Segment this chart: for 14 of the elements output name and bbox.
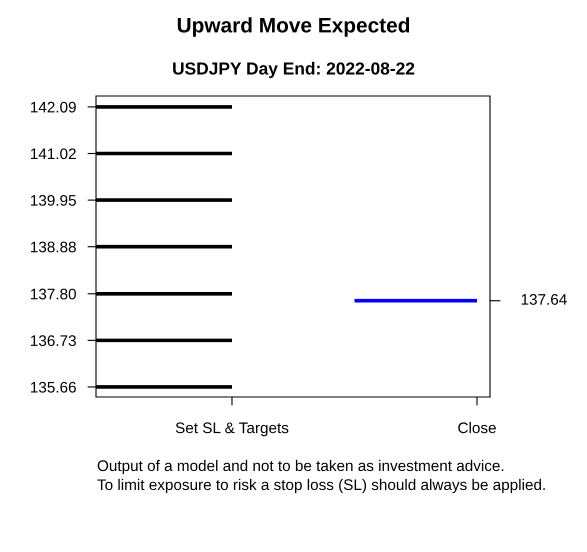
y-tick-label: 136.73 — [30, 335, 76, 346]
x-tick-label: Set SL & Targets — [176, 422, 288, 436]
ref-line-label: 137.64 — [522, 294, 567, 305]
text: To limit exposure to risk a stop loss (SL) should always be applied. — [97, 478, 545, 494]
y-tick-label: 142.09 — [30, 102, 76, 113]
x-tick-label: Close — [458, 422, 496, 434]
y-tick-label: 137.80 — [30, 288, 76, 300]
chart-title: Upward Move Expected — [178, 17, 410, 37]
y-tick-label: 138.88 — [30, 242, 76, 252]
chart-subtitle: USDJPY Day End: 2022-08-22 — [173, 62, 414, 78]
y-tick-label: 139.95 — [30, 194, 76, 206]
y-tick-label: 141.02 — [30, 148, 76, 160]
text: Output of a model and not to be taken as investment advice. — [98, 460, 504, 474]
y-tick-label: 135.66 — [30, 382, 76, 393]
